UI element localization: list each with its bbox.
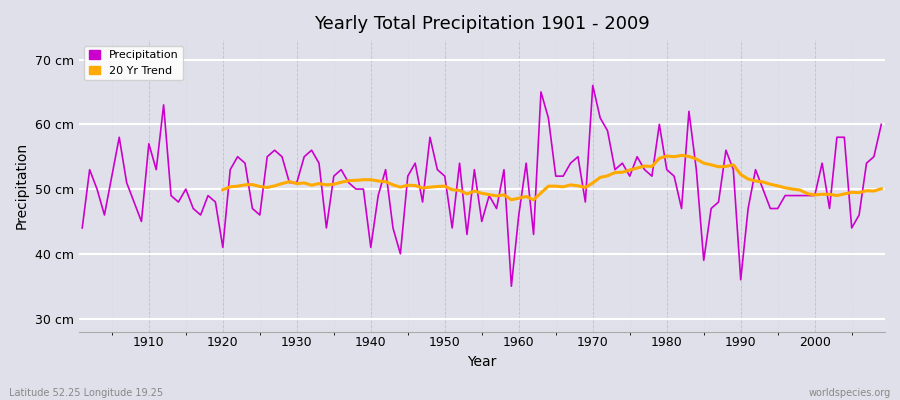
Legend: Precipitation, 20 Yr Trend: Precipitation, 20 Yr Trend: [84, 46, 183, 80]
Title: Yearly Total Precipitation 1901 - 2009: Yearly Total Precipitation 1901 - 2009: [314, 15, 650, 33]
X-axis label: Year: Year: [467, 355, 497, 369]
Text: Latitude 52.25 Longitude 19.25: Latitude 52.25 Longitude 19.25: [9, 388, 163, 398]
Text: worldspecies.org: worldspecies.org: [809, 388, 891, 398]
Y-axis label: Precipitation: Precipitation: [15, 142, 29, 230]
